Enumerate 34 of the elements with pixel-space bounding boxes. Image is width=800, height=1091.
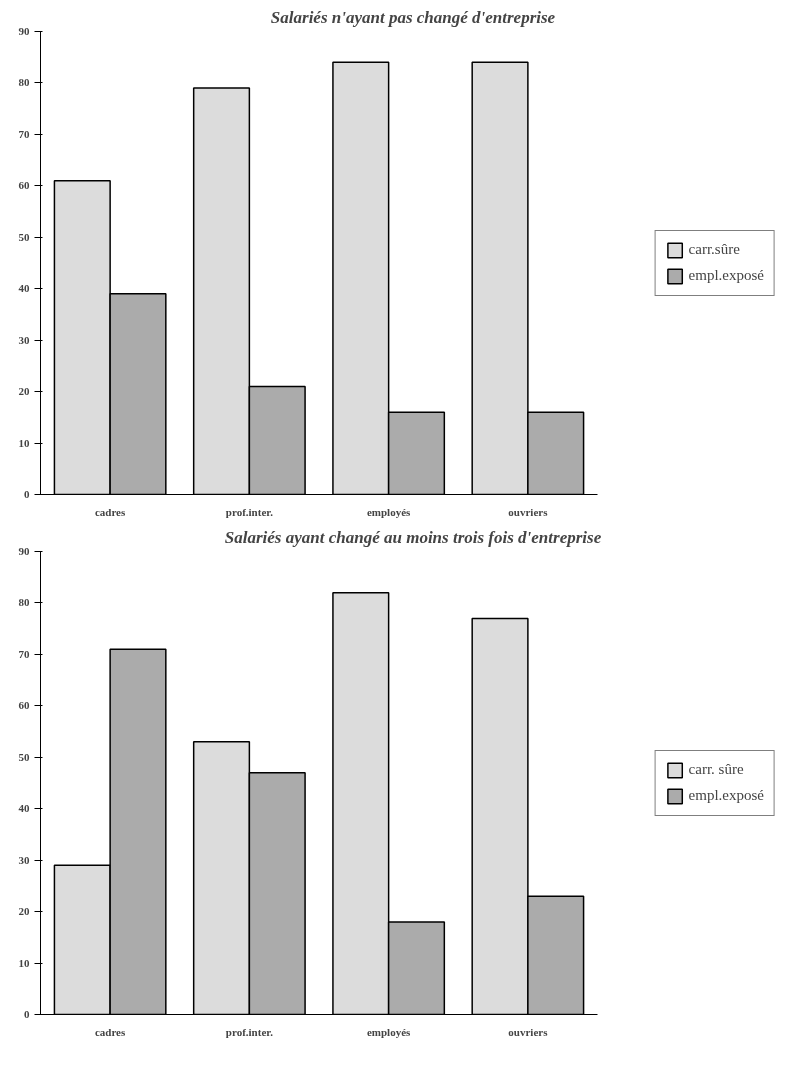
y-tick-label: 10	[18, 956, 30, 969]
y-tick-label: 70	[18, 127, 30, 140]
legend-label: empl.exposé	[688, 267, 764, 284]
y-tick-label: 60	[18, 699, 30, 712]
y-tick-label: 0	[24, 488, 30, 500]
legend-label: empl.exposé	[688, 787, 764, 804]
y-tick-label: 90	[18, 545, 30, 557]
y-tick-label: 60	[18, 179, 30, 192]
y-tick-label: 30	[18, 333, 30, 346]
y-tick-label: 30	[18, 853, 30, 866]
y-tick-label: 40	[18, 282, 30, 295]
x-tick-label: ouvriers	[508, 505, 549, 518]
y-tick-label: 20	[18, 905, 30, 918]
y-tick-label: 10	[18, 436, 30, 449]
x-tick-label: cadres	[94, 505, 127, 518]
y-tick-label: 50	[18, 230, 30, 243]
x-tick-label: prof.inter.	[225, 505, 274, 518]
chart-title: Salariés n'ayant pas changé d'entreprise	[270, 7, 556, 27]
y-tick-label: 90	[18, 25, 30, 37]
legend-label: carr.sûre	[688, 241, 740, 258]
x-tick-label: employés	[366, 1025, 412, 1038]
x-tick-label: prof.inter.	[225, 1025, 274, 1038]
x-tick-label: ouvriers	[508, 1025, 549, 1038]
y-tick-label: 0	[24, 1008, 30, 1020]
x-tick-label: employés	[366, 505, 412, 518]
y-tick-label: 40	[18, 802, 30, 815]
y-tick-label: 80	[18, 76, 30, 89]
legend-label: carr. sûre	[688, 761, 744, 778]
y-tick-label: 50	[18, 750, 30, 763]
chart-title: Salariés ayant changé au moins trois fois d'entreprise	[224, 527, 602, 547]
y-tick-label: 70	[18, 647, 30, 660]
x-tick-label: cadres	[94, 1025, 127, 1038]
y-tick-label: 20	[18, 385, 30, 398]
y-tick-label: 80	[18, 596, 30, 609]
